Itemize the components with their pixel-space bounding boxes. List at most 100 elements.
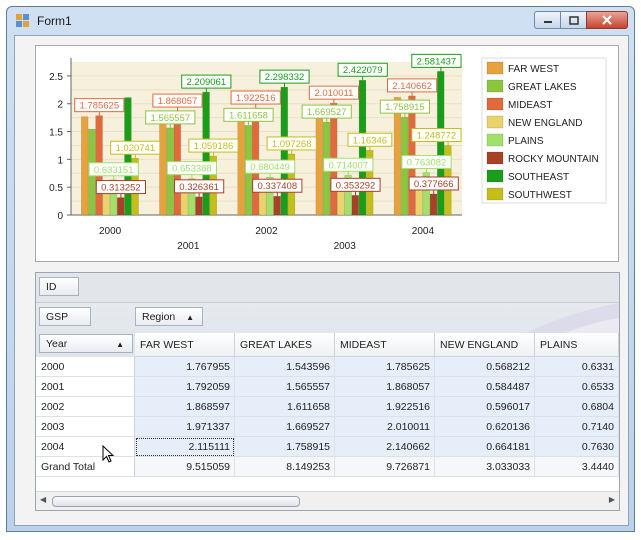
data-cell[interactable]: 2.140662 <box>335 437 435 457</box>
grand-total-cell[interactable]: 8.149253 <box>235 457 335 477</box>
row-header[interactable]: 2003 <box>36 417 135 437</box>
row-field-label: Year <box>46 338 68 350</box>
data-label-box <box>347 132 393 147</box>
grand-total-cell[interactable]: 9.726871 <box>335 457 435 477</box>
title-bar[interactable]: Form1 <box>7 7 634 35</box>
data-label-box <box>401 155 452 170</box>
column-header[interactable]: GREAT LAKES <box>235 333 335 357</box>
data-cell[interactable]: 2.010011 <box>335 417 435 437</box>
data-label-box <box>301 104 352 119</box>
minimize-icon <box>543 21 552 23</box>
data-cell[interactable]: 0.6804 <box>535 397 619 417</box>
grand-total-cell[interactable]: 9.515059 <box>135 457 235 477</box>
data-cell[interactable]: 1.868597 <box>135 397 235 417</box>
row-header[interactable]: 2004 <box>36 437 135 457</box>
column-field-label: Region <box>142 311 176 323</box>
grand-total-row-header[interactable]: Grand Total <box>36 457 135 477</box>
minimize-button[interactable] <box>534 11 561 29</box>
column-header[interactable]: FAR WEST <box>135 333 235 357</box>
column-header[interactable]: MIDEAST <box>335 333 435 357</box>
filter-field-id[interactable]: ID <box>39 277 79 296</box>
close-button[interactable] <box>586 11 628 29</box>
column-field-region[interactable]: Region ▲ <box>135 307 203 326</box>
data-cell[interactable]: 0.6331 <box>535 357 619 377</box>
data-label: 1.248772 <box>417 131 457 142</box>
row-header[interactable]: 2001 <box>36 377 135 397</box>
data-field-gsp[interactable]: GSP <box>39 307 91 326</box>
bar <box>280 86 288 216</box>
data-label-box <box>88 162 139 177</box>
data-label-box <box>266 136 317 151</box>
data-cell[interactable]: 0.596017 <box>435 397 535 417</box>
y-tick-label: 1 <box>57 155 63 166</box>
maximize-button[interactable] <box>560 11 587 29</box>
data-label: 1.868057 <box>158 96 198 107</box>
row-field-year[interactable]: Year ▲ <box>39 334 133 353</box>
data-cell[interactable]: 0.620136 <box>435 417 535 437</box>
column-header[interactable]: PLAINS <box>535 333 619 357</box>
bar <box>124 97 132 216</box>
data-label-box <box>230 90 281 105</box>
data-cell[interactable]: 0.584487 <box>435 377 535 397</box>
row-header[interactable]: 2000 <box>36 357 135 377</box>
grand-total-cell[interactable]: 3.033033 <box>435 457 535 477</box>
scroll-left-icon[interactable]: ◀ <box>40 495 47 504</box>
data-label: 0.653388 <box>172 164 212 175</box>
window-controls <box>534 11 628 29</box>
bar <box>358 79 367 216</box>
data-cell[interactable]: 1.758915 <box>235 437 335 457</box>
x-tick-label: 2002 <box>255 226 278 237</box>
scrollbar-thumb[interactable] <box>52 496 300 507</box>
y-tick-label: 0 <box>57 211 63 222</box>
data-cell[interactable]: 1.792059 <box>135 377 235 397</box>
column-header[interactable]: NEW ENGLAND <box>435 333 535 357</box>
app-icon <box>16 14 30 28</box>
bar <box>315 105 323 216</box>
data-cell[interactable]: 1.971337 <box>135 417 235 437</box>
row-header[interactable]: 2002 <box>36 397 135 417</box>
data-cell[interactable]: 0.7630 <box>535 437 619 457</box>
sort-ascending-icon: ▲ <box>116 340 124 349</box>
chart-control[interactable]: 0 0.5 1 1.5 2 2.5 2000 2001 2002 2003 2004 1.785625… <box>35 45 619 262</box>
data-label: 0.763082 <box>407 158 447 169</box>
horizontal-scrollbar[interactable]: ◀ ▶ <box>36 491 619 510</box>
data-label-box <box>74 98 125 113</box>
data-cell[interactable]: 1.543596 <box>235 357 335 377</box>
bar <box>393 97 402 216</box>
data-label-box <box>166 161 218 176</box>
y-tick-label: 2 <box>57 100 63 111</box>
x-tick-label: 2004 <box>412 226 435 237</box>
data-cell[interactable]: 1.767955 <box>135 357 235 377</box>
data-cell[interactable]: 1.611658 <box>235 397 335 417</box>
data-label-box <box>110 140 161 155</box>
grand-total-cell[interactable]: 3.4440 <box>535 457 619 477</box>
legend-swatch <box>486 61 504 75</box>
bar <box>429 193 438 216</box>
data-cell[interactable]: 1.868057 <box>335 377 435 397</box>
legend-swatch <box>486 133 504 147</box>
data-cell[interactable]: 1.565557 <box>235 377 335 397</box>
legend-swatch <box>486 79 504 93</box>
data-cell[interactable]: 0.568212 <box>435 357 535 377</box>
data-label: 1.785625 <box>79 101 119 112</box>
legend-label: ROCKY MOUNTAIN <box>508 154 599 165</box>
data-label: 1.16346 <box>353 135 387 146</box>
data-cell[interactable]: 0.6533 <box>535 377 619 397</box>
data-cell[interactable]: 0.7140 <box>535 417 619 437</box>
data-cell[interactable]: 1.669527 <box>235 417 335 437</box>
data-cell[interactable]: 1.785625 <box>335 357 435 377</box>
scroll-right-icon[interactable]: ▶ <box>608 495 615 504</box>
bar <box>195 196 203 216</box>
data-cell[interactable]: 0.664181 <box>435 437 535 457</box>
data-label: 1.611658 <box>229 110 268 121</box>
data-cell[interactable]: 1.922516 <box>335 397 435 417</box>
data-label-box <box>245 159 296 174</box>
data-label-box <box>411 53 462 68</box>
bar <box>437 71 445 216</box>
data-label: 2.298332 <box>265 72 305 83</box>
data-label: 1.758915 <box>385 102 425 113</box>
data-label-box <box>223 107 274 122</box>
pivot-grid[interactable]: ID GSP Region ▲ Year ▲ FAR WEST GREAT LAK… <box>35 272 620 511</box>
data-cell[interactable]: 2.115111 <box>135 437 235 457</box>
bar <box>159 115 167 216</box>
